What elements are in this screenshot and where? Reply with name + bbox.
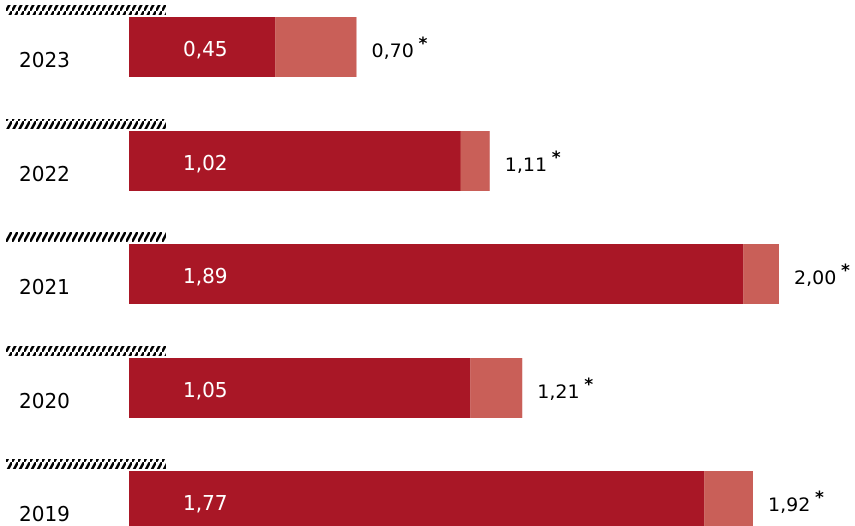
year-label-2021: 2021 (19, 275, 70, 299)
total-label-2021: 2,00 (794, 267, 836, 289)
bar-primary-2021 (129, 244, 744, 304)
value-label-2021: 1,89 (183, 264, 228, 288)
bar-secondary-2022 (460, 131, 490, 191)
hatch-strip (6, 5, 166, 15)
year-label-2022: 2022 (19, 162, 70, 186)
value-label-2020: 1,05 (183, 378, 228, 402)
total-label-2020: 1,21 (537, 381, 579, 403)
bar-secondary-2019 (704, 471, 753, 526)
year-label-2020: 2020 (19, 389, 70, 413)
total-asterisk-2019: * (815, 488, 824, 508)
value-label-2019: 1,77 (183, 491, 228, 515)
value-label-2022: 1,02 (183, 151, 228, 175)
total-label-2019: 1,92 (768, 494, 810, 516)
total-label-2022: 1,11 (505, 154, 547, 176)
year-label-2023: 2023 (19, 48, 70, 72)
hatch-strip (6, 119, 166, 129)
total-label-2023: 0,70 (372, 40, 414, 62)
bar-primary-2022 (129, 131, 461, 191)
bar-primary-2020 (129, 358, 471, 418)
total-asterisk-2023: * (419, 34, 428, 54)
hatch-strip (6, 459, 166, 469)
bar-secondary-2021 (743, 244, 779, 304)
bar-primary-2023 (129, 17, 276, 77)
total-asterisk-2020: * (584, 375, 593, 395)
total-asterisk-2022: * (552, 148, 561, 168)
hatch-strip (6, 346, 166, 356)
total-asterisk-2021: * (841, 261, 850, 281)
hatch-strip (6, 232, 166, 242)
bar-secondary-2023 (275, 17, 357, 77)
value-label-2023: 0,45 (183, 37, 228, 61)
year-label-2019: 2019 (19, 502, 70, 526)
bar-primary-2019 (129, 471, 705, 526)
bar-secondary-2020 (470, 358, 523, 418)
